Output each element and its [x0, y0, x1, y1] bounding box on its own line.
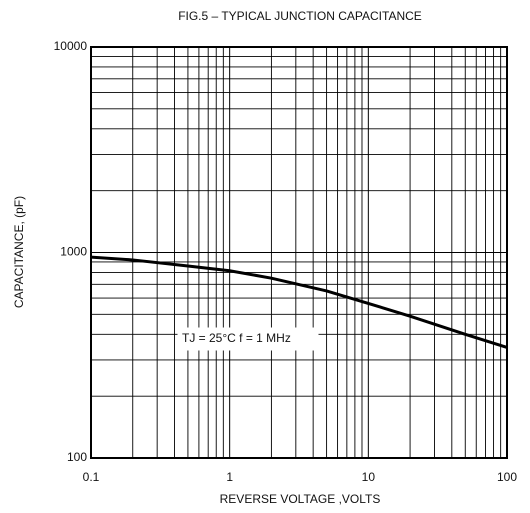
annotation-box: [177, 327, 319, 351]
y-tick-label: 100: [67, 450, 87, 464]
x-tick-label: 0.1: [83, 470, 100, 484]
plot-border: [90, 46, 508, 459]
x-tick-label: 1: [226, 470, 233, 484]
y-axis-label: CAPACITANCE, (pF): [12, 196, 26, 308]
x-tick-label: 10: [362, 470, 376, 484]
y-tick-label: 10000: [54, 39, 88, 53]
x-tick-label: 100: [497, 470, 517, 484]
chart-title: FIG.5 – TYPICAL JUNCTION CAPACITANCE: [178, 9, 422, 23]
y-tick-label: 1000: [60, 245, 87, 259]
x-axis-label: REVERSE VOLTAGE ,VOLTS: [220, 492, 381, 506]
annotation: TJ = 25°C f = 1 MHz: [182, 331, 291, 345]
data-line: [90, 255, 508, 349]
